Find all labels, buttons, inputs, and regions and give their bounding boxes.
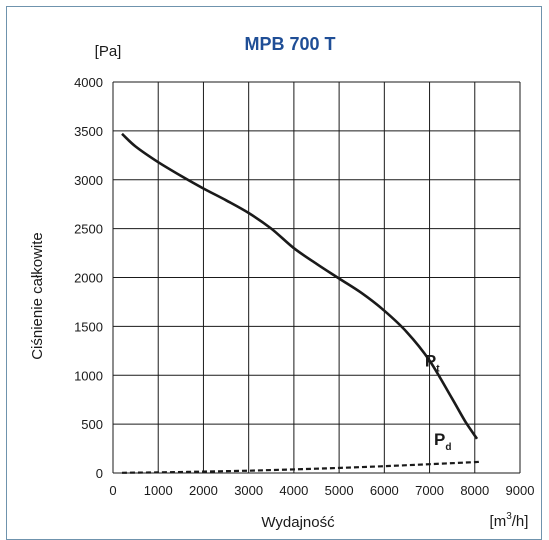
y-tick-label: 2500 — [74, 222, 103, 237]
y-tick-label: 1000 — [74, 368, 103, 383]
x-tick-label: 1000 — [144, 483, 173, 498]
series-line-Pt — [121, 132, 479, 440]
y-tick-label: 500 — [81, 417, 103, 432]
y-tick-label: 1500 — [74, 319, 103, 334]
x-tick-label: 2000 — [189, 483, 218, 498]
x-tick-label: 9000 — [506, 483, 535, 498]
series-line-Pd — [121, 460, 480, 474]
x-axis-label: Wydajność — [261, 514, 335, 531]
chart-frame — [6, 6, 542, 540]
y-tick-label: 2000 — [74, 271, 103, 286]
y-unit-label: [Pa] — [95, 43, 122, 60]
x-tick-label: 3000 — [234, 483, 263, 498]
tick-labels: 0 1000 2000 3000 4000 5000 6000 7000 8000 9000 0 50… — [74, 75, 534, 498]
series-label-Pt: Pt — [425, 352, 440, 375]
x-tick-label: 7000 — [415, 483, 444, 498]
series-label-main: P — [425, 352, 436, 371]
y-tick-label: 4000 — [74, 75, 103, 90]
series-label-sub: d — [445, 442, 451, 453]
y-tick-label: 0 — [96, 466, 103, 481]
grid — [112, 81, 521, 474]
x-unit-label: [m3/h] — [490, 511, 529, 530]
x-tick-label: 8000 — [460, 483, 489, 498]
x-unit-sup: 3 — [506, 511, 512, 522]
y-axis-label: Ciśnienie całkowite — [29, 232, 46, 360]
series-label-Pd: Pd — [434, 430, 451, 453]
x-unit-end: /h] — [512, 513, 529, 530]
x-tick-label: 6000 — [370, 483, 399, 498]
series-label-sub: t — [436, 364, 440, 375]
y-tick-label: 3500 — [74, 124, 103, 139]
y-tick-label: 3000 — [74, 173, 103, 188]
series-label-main: P — [434, 430, 445, 449]
x-tick-label: 5000 — [325, 483, 354, 498]
chart-title: MPB 700 T — [244, 34, 335, 54]
x-unit-main: [m — [490, 513, 507, 530]
x-tick-label: 4000 — [279, 483, 308, 498]
x-tick-label: 0 — [109, 483, 116, 498]
